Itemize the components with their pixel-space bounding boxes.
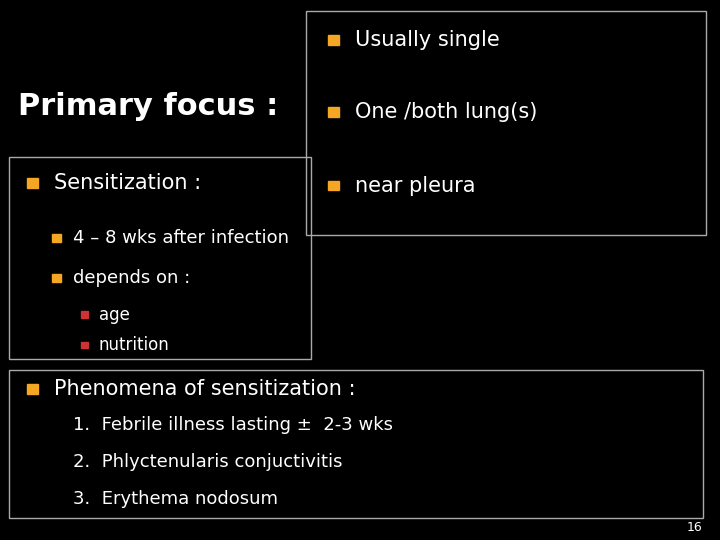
Text: 2.  Phlyctenularis conjuctivitis: 2. Phlyctenularis conjuctivitis <box>73 453 343 471</box>
Bar <box>27 384 37 394</box>
Text: near pleura: near pleura <box>355 176 475 195</box>
Text: Primary focus :: Primary focus : <box>18 92 278 121</box>
Text: nutrition: nutrition <box>99 336 169 354</box>
Bar <box>52 274 61 282</box>
Text: depends on :: depends on : <box>73 269 191 287</box>
Bar <box>52 233 61 241</box>
Text: 16: 16 <box>686 521 702 534</box>
Bar <box>81 342 88 348</box>
Text: Phenomena of sensitization :: Phenomena of sensitization : <box>54 379 356 399</box>
Bar <box>328 35 338 45</box>
Bar <box>328 107 338 117</box>
Bar <box>81 311 88 318</box>
Text: 1.  Febrile illness lasting ±  2-3 wks: 1. Febrile illness lasting ± 2-3 wks <box>73 416 393 434</box>
Bar <box>328 181 338 191</box>
Text: age: age <box>99 306 130 323</box>
Text: 3.  Erythema nodosum: 3. Erythema nodosum <box>73 490 279 508</box>
Text: Usually single: Usually single <box>355 30 500 50</box>
Text: 4 – 8 wks after infection: 4 – 8 wks after infection <box>73 228 289 247</box>
Text: One /both lung(s): One /both lung(s) <box>355 102 537 122</box>
Bar <box>27 178 37 188</box>
Text: Sensitization :: Sensitization : <box>54 173 201 193</box>
